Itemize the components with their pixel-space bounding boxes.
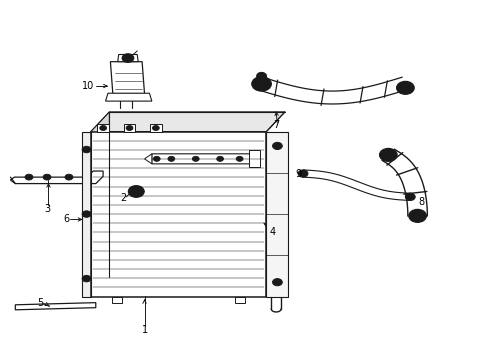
Circle shape <box>128 186 144 197</box>
Polygon shape <box>10 171 103 184</box>
Text: 6: 6 <box>63 215 69 224</box>
Circle shape <box>132 189 140 194</box>
Bar <box>150 125 162 132</box>
Circle shape <box>379 148 396 161</box>
Bar <box>112 297 122 303</box>
Circle shape <box>396 81 413 94</box>
Circle shape <box>82 146 91 153</box>
Polygon shape <box>118 54 138 62</box>
Circle shape <box>152 126 159 131</box>
Text: 2: 2 <box>120 193 126 203</box>
Circle shape <box>408 210 426 222</box>
Polygon shape <box>105 93 152 101</box>
Circle shape <box>251 77 271 91</box>
Polygon shape <box>144 154 152 164</box>
Polygon shape <box>91 112 285 132</box>
Circle shape <box>256 72 266 80</box>
Text: 10: 10 <box>82 81 94 91</box>
Circle shape <box>43 174 51 180</box>
Polygon shape <box>382 149 427 216</box>
Circle shape <box>25 174 33 180</box>
Polygon shape <box>266 132 288 297</box>
Circle shape <box>192 156 199 161</box>
Circle shape <box>272 142 282 149</box>
Text: 8: 8 <box>417 197 423 207</box>
Polygon shape <box>91 112 109 297</box>
Polygon shape <box>302 170 410 201</box>
Circle shape <box>272 279 282 286</box>
Polygon shape <box>152 154 254 164</box>
Text: 5: 5 <box>38 298 44 308</box>
Circle shape <box>405 193 414 201</box>
Circle shape <box>153 156 160 161</box>
Polygon shape <box>110 62 144 94</box>
Circle shape <box>82 275 91 282</box>
Text: 4: 4 <box>269 227 275 237</box>
Text: 7: 7 <box>272 121 279 130</box>
Bar <box>123 125 135 132</box>
Circle shape <box>126 126 133 131</box>
Bar <box>235 297 244 303</box>
Polygon shape <box>91 132 266 297</box>
Circle shape <box>167 156 174 161</box>
Circle shape <box>100 126 106 131</box>
Polygon shape <box>15 303 96 310</box>
Bar <box>97 125 109 132</box>
Circle shape <box>82 211 91 217</box>
Circle shape <box>236 156 243 161</box>
Circle shape <box>216 156 223 161</box>
Text: 3: 3 <box>44 204 50 214</box>
Circle shape <box>298 170 307 177</box>
Circle shape <box>65 174 73 180</box>
Text: 9: 9 <box>294 168 301 179</box>
Text: 1: 1 <box>141 325 147 335</box>
Circle shape <box>122 54 134 62</box>
Polygon shape <box>249 150 260 167</box>
Polygon shape <box>82 132 91 297</box>
